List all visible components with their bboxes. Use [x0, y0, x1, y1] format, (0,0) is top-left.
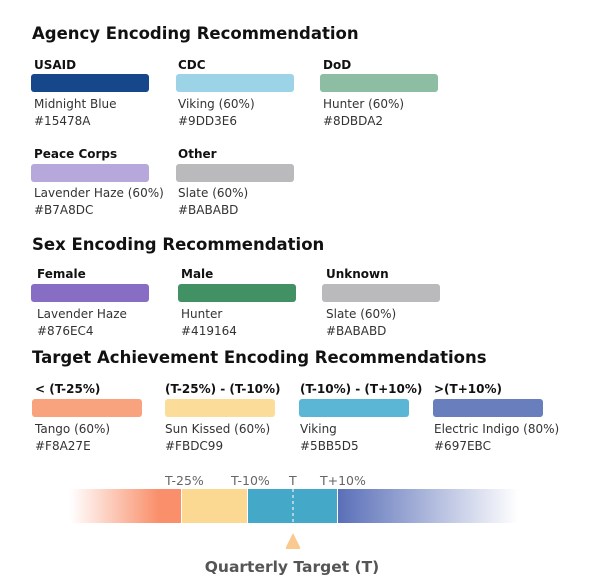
target-label: (T-10%) - (T+10%)	[300, 382, 423, 396]
color-name: Viking	[300, 422, 337, 436]
agency-section-title: Agency Encoding Recommendation	[32, 24, 359, 43]
scale-tick-label: T	[289, 473, 297, 488]
color-name: Sun Kissed (60%)	[165, 422, 271, 436]
color-hex: #BABABD	[178, 203, 239, 217]
color-swatch	[433, 399, 543, 417]
scale-segment-low	[182, 489, 247, 523]
target-triangle-icon	[286, 533, 300, 549]
sex-label: Female	[37, 267, 86, 281]
color-swatch	[31, 164, 149, 182]
color-name: Slate (60%)	[326, 307, 397, 321]
color-hex: #15478A	[34, 114, 91, 128]
color-hex: #876EC4	[37, 324, 94, 338]
scale-tick-label: T-25%	[165, 473, 204, 488]
color-name: Hunter	[181, 307, 223, 321]
color-hex: #5BB5D5	[300, 439, 359, 453]
color-hex: #419164	[181, 324, 237, 338]
target-label: < (T-25%)	[35, 382, 101, 396]
target-marker	[286, 489, 300, 549]
color-swatch	[322, 284, 440, 302]
agency-label: Peace Corps	[34, 147, 118, 161]
target-label: (T-25%) - (T-10%)	[165, 382, 281, 396]
target-label: >(T+10%)	[434, 382, 502, 396]
color-swatch	[178, 284, 296, 302]
color-name: Hunter (60%)	[323, 97, 405, 111]
color-name: Lavender Haze	[37, 307, 127, 321]
target-section-title: Target Achievement Encoding Recommendati…	[32, 348, 487, 367]
scale-segment-above	[338, 489, 518, 523]
color-name: Electric Indigo (80%)	[434, 422, 560, 436]
color-swatch	[176, 74, 294, 92]
sex-label: Unknown	[326, 267, 389, 281]
color-swatch	[31, 74, 149, 92]
agency-label: CDC	[178, 58, 206, 72]
color-hex: #697EBC	[434, 439, 491, 453]
color-swatch	[32, 399, 142, 417]
color-name: Viking (60%)	[178, 97, 255, 111]
color-hex: #F8A27E	[35, 439, 91, 453]
scale-segment-on-target	[248, 489, 337, 523]
color-hex: #BABABD	[326, 324, 387, 338]
color-name: Tango (60%)	[35, 422, 111, 436]
color-name: Slate (60%)	[178, 186, 249, 200]
scale-segment-below	[70, 489, 181, 523]
color-swatch	[165, 399, 275, 417]
color-hex: #FBDC99	[165, 439, 224, 453]
sex-section-title: Sex Encoding Recommendation	[32, 235, 325, 254]
color-name: Midnight Blue	[34, 97, 117, 111]
scale-caption: Quarterly Target (T)	[204, 558, 380, 576]
color-swatch	[299, 399, 409, 417]
agency-label: DoD	[323, 58, 352, 72]
color-hex: #9DD3E6	[178, 114, 238, 128]
agency-label: USAID	[34, 58, 77, 72]
color-name: Lavender Haze (60%)	[34, 186, 164, 200]
sex-label: Male	[181, 267, 214, 281]
color-swatch	[31, 284, 149, 302]
color-swatch	[176, 164, 294, 182]
color-hex: #8DBDA2	[323, 114, 384, 128]
color-swatch	[320, 74, 438, 92]
color-hex: #B7A8DC	[34, 203, 94, 217]
scale-tick-label: T-10%	[231, 473, 270, 488]
agency-label: Other	[178, 147, 217, 161]
scale-tick-label: T+10%	[320, 473, 366, 488]
